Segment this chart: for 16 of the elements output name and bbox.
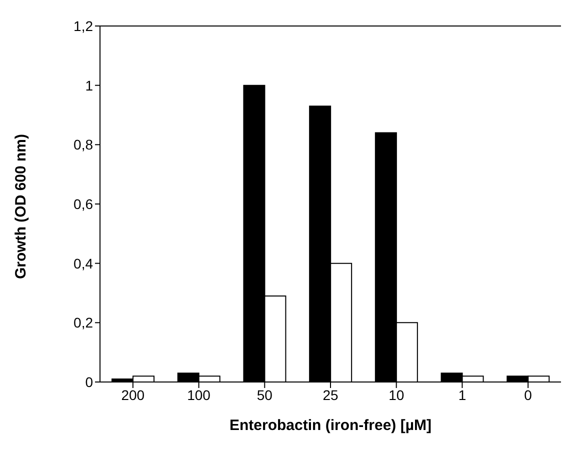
x-tick-label: 50 [256,386,273,403]
x-tick-label: 100 [187,386,211,403]
y-tick-label: 1 [85,77,94,94]
y-tick-label: 0,4 [74,255,94,272]
x-tick-label: 0 [524,386,532,403]
y-tick-label: 0,6 [74,196,94,212]
x-axis-title: Enterobactin (iron-free) [µM] [230,417,432,434]
x-tick-label: 25 [322,386,338,403]
x-tick-label: 10 [388,386,404,403]
y-tick-label: 0,2 [74,314,94,331]
y-tick-label: 0,8 [74,136,94,153]
x-tick-label: 1 [458,386,466,403]
x-tick-label: 200 [121,386,145,403]
y-tick-label: 0 [85,374,94,390]
y-axis-title: Growth (OD 600 nm) [12,134,30,279]
y-tick-label: 1,2 [74,18,94,34]
